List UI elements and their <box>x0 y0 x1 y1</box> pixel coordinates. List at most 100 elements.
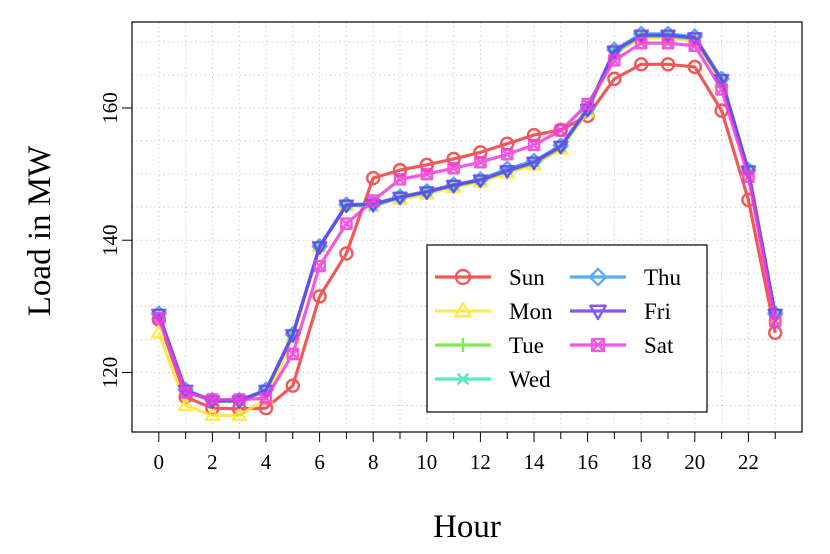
x-tick-label: 18 <box>631 450 652 474</box>
data-point <box>419 186 435 201</box>
x-tick-label: 20 <box>684 450 705 474</box>
data-point <box>419 157 434 173</box>
x-tick-label: 0 <box>154 450 165 474</box>
series-line-sun <box>157 62 777 411</box>
data-point <box>152 311 166 325</box>
legend-label: Sun <box>509 265 545 290</box>
data-point <box>634 57 649 72</box>
y-tick-label: 160 <box>98 92 122 124</box>
data-point <box>607 71 622 87</box>
data-point <box>285 378 300 393</box>
data-point <box>581 97 594 111</box>
plot-frame <box>131 21 803 433</box>
legend-marker <box>589 304 607 321</box>
data-point <box>554 124 568 137</box>
data-point <box>660 29 676 44</box>
data-point <box>445 179 462 194</box>
data-point <box>286 347 300 361</box>
data-point <box>526 156 542 171</box>
data-point <box>500 147 514 161</box>
data-point <box>340 217 353 230</box>
data-point <box>472 174 489 189</box>
x-tick-label: 10 <box>416 450 437 474</box>
data-point <box>527 138 541 152</box>
data-point <box>311 241 328 255</box>
legend-item-tue <box>435 338 491 352</box>
data-point <box>366 194 380 207</box>
axes: 0 2 4 6 8 10 12 14 16 18 20 22 120 140 160 <box>98 92 776 474</box>
legend-label: Wed <box>509 367 551 392</box>
legend-box <box>426 244 708 413</box>
data-point <box>634 36 648 50</box>
data-point <box>179 386 192 399</box>
legend-label: Thu <box>644 265 682 290</box>
x-tick-label: 22 <box>738 450 759 474</box>
data-point <box>687 32 703 46</box>
legend-label: Sat <box>644 333 674 358</box>
x-tick-label: 16 <box>577 450 598 474</box>
data-point <box>742 170 755 184</box>
legend-marker <box>456 372 470 386</box>
legend-marker <box>454 301 472 318</box>
legend-marker <box>590 337 606 353</box>
y-tick-label: 140 <box>98 224 122 256</box>
data-point <box>232 393 246 406</box>
legend-marker <box>454 268 472 286</box>
data-point <box>446 151 461 167</box>
x-axis-title: Hour <box>433 509 501 545</box>
data-point <box>553 140 569 155</box>
data-point <box>392 162 408 178</box>
data-point <box>206 393 219 406</box>
y-tick-label: 120 <box>98 357 122 389</box>
x-tick-label: 8 <box>368 450 379 474</box>
data-point <box>366 170 381 186</box>
data-point <box>687 59 702 75</box>
data-point <box>688 39 702 53</box>
legend-item-sun <box>435 268 491 286</box>
data-point <box>392 191 408 206</box>
data-point <box>713 73 730 88</box>
data-point <box>768 314 782 328</box>
data-point <box>339 246 354 261</box>
data-point <box>231 407 248 422</box>
legend-marker <box>588 267 608 287</box>
legend-label: Tue <box>509 333 544 358</box>
data-point <box>499 165 515 179</box>
series-group <box>150 25 784 422</box>
data-point <box>177 384 194 399</box>
legend-label: Fri <box>644 299 671 324</box>
x-tick-label: 12 <box>470 450 491 474</box>
data-point <box>204 407 221 422</box>
y-axis-title: Load in MW <box>22 145 58 316</box>
data-point <box>633 29 649 44</box>
data-point <box>715 83 728 96</box>
legend-marker <box>456 338 470 352</box>
data-point <box>313 259 326 273</box>
legend-label: Mon <box>509 299 553 324</box>
data-point <box>259 391 273 405</box>
data-point <box>393 173 407 186</box>
x-tick-label: 2 <box>207 450 218 474</box>
x-tick-label: 4 <box>261 450 272 474</box>
x-tick-label: 6 <box>314 450 325 474</box>
data-point <box>420 167 434 181</box>
data-point <box>177 397 194 412</box>
legend-item-thu <box>570 267 626 287</box>
x-tick-label: 14 <box>524 450 546 474</box>
data-point <box>447 161 460 175</box>
data-point <box>660 57 676 72</box>
data-point <box>608 54 621 67</box>
legend: Sun Mon Tue Wed Thu Fri Sat <box>426 244 708 413</box>
data-point <box>338 199 355 214</box>
data-point <box>474 155 487 169</box>
legend-item-fri <box>570 304 626 321</box>
data-point <box>285 329 301 343</box>
data-point <box>661 36 675 50</box>
legend-item-wed <box>435 372 491 386</box>
legend-item-sat <box>570 337 626 353</box>
data-point <box>606 45 623 60</box>
series-sat <box>152 36 782 406</box>
data-point <box>312 289 327 304</box>
legend-item-mon <box>435 301 491 318</box>
